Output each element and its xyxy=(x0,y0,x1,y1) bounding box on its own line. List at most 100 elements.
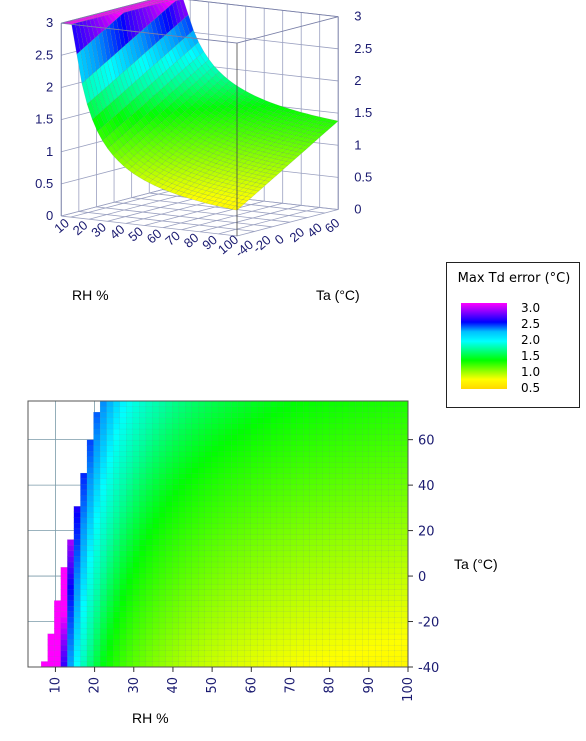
heatmap-cell xyxy=(126,539,134,546)
heatmap-cell xyxy=(158,611,166,618)
z-tick-label-right: 2.5 xyxy=(354,41,372,56)
heatmap-cell xyxy=(60,611,68,618)
box-edge xyxy=(236,16,339,44)
heatmap-cell xyxy=(217,522,225,529)
heatmap-cell xyxy=(86,439,94,446)
heatmap-cell xyxy=(80,655,88,662)
heatmap-cell xyxy=(270,434,278,441)
heatmap-cell xyxy=(93,611,101,618)
heatmap-cell xyxy=(73,655,81,662)
heatmap-cell xyxy=(303,650,311,657)
heatmap-cell xyxy=(211,556,219,563)
heatmap-cell xyxy=(244,445,252,452)
heatmap-cell xyxy=(296,611,304,618)
heatmap-cell xyxy=(276,484,284,491)
heatmap-cell xyxy=(198,633,206,640)
heatmap-cell xyxy=(316,550,324,557)
heatmap-cell xyxy=(309,489,317,496)
heatmap-cell xyxy=(231,417,239,424)
x-tick-label: 20 xyxy=(88,677,103,694)
heatmap-cell xyxy=(119,583,127,590)
heatmap-cell xyxy=(375,611,383,618)
heatmap-cell xyxy=(270,539,278,546)
heatmap-cell xyxy=(132,423,140,430)
heatmap-cell xyxy=(244,655,252,662)
heatmap-cell xyxy=(99,639,108,646)
heatmap-cell xyxy=(191,489,199,496)
heatmap-cell xyxy=(322,406,330,413)
heatmap-cell xyxy=(132,489,140,496)
heatmap-cell xyxy=(139,661,147,668)
heatmap-cell xyxy=(139,495,147,502)
heatmap-cell xyxy=(270,550,278,557)
heatmap-cell xyxy=(178,484,186,491)
heatmap-cell xyxy=(60,605,68,612)
heatmap-cell xyxy=(401,661,409,668)
heatmap-cell xyxy=(342,544,350,552)
heatmap-cell xyxy=(329,428,337,435)
heatmap-cell xyxy=(381,544,389,552)
heatmap-cell xyxy=(322,428,330,435)
heatmap-cell xyxy=(257,456,265,463)
heatmap-cell xyxy=(113,567,121,574)
heatmap-cell xyxy=(322,533,330,540)
heatmap-cell xyxy=(152,594,160,601)
heatmap-cell xyxy=(270,544,278,552)
heatmap-cell xyxy=(276,622,284,629)
heatmap-cell xyxy=(139,622,147,629)
heatmap-cell xyxy=(73,561,81,568)
heatmap-cell xyxy=(211,461,219,468)
heatmap-cell xyxy=(316,655,324,662)
heatmap-cell xyxy=(335,423,343,430)
heatmap-cell xyxy=(348,655,356,662)
heatmap-cell xyxy=(250,605,258,612)
heatmap-cell xyxy=(217,655,225,662)
heatmap-cell xyxy=(309,517,317,524)
heatmap-cell xyxy=(296,622,304,629)
heatmap-cell xyxy=(237,456,245,463)
heatmap-cell xyxy=(152,423,160,430)
x-tick-label: 30 xyxy=(127,677,142,694)
heatmap-cell xyxy=(198,456,206,463)
heatmap-cell xyxy=(185,628,193,635)
heatmap-cell xyxy=(237,489,245,496)
heatmap-cell xyxy=(99,517,108,524)
heatmap-cell xyxy=(362,489,370,496)
heatmap-cell xyxy=(283,633,291,640)
heatmap-cell xyxy=(276,489,284,496)
heatmap-cell xyxy=(113,445,121,452)
heatmap-cell xyxy=(316,578,324,585)
heatmap-cell xyxy=(67,583,75,590)
heatmap-cell xyxy=(132,633,140,640)
heatmap-cell xyxy=(244,578,252,585)
heatmap-cell xyxy=(99,445,108,452)
heatmap-cell xyxy=(355,572,363,579)
x-axis-label: RH % xyxy=(132,710,169,726)
heatmap-cell xyxy=(47,661,55,668)
heatmap-cell xyxy=(86,467,94,474)
heatmap-cell xyxy=(335,594,343,601)
heatmap-cell xyxy=(204,550,212,557)
heatmap-cell xyxy=(244,594,252,601)
heatmap-cell xyxy=(388,633,396,640)
heatmap-cell xyxy=(368,556,376,563)
heatmap-cell xyxy=(362,533,370,540)
heatmap-cell xyxy=(172,617,180,624)
heatmap-cell xyxy=(309,484,317,491)
heatmap-cell xyxy=(224,484,232,491)
heatmap-cell xyxy=(335,439,343,446)
heatmap-cell xyxy=(126,423,134,430)
heatmap-cell xyxy=(388,628,396,635)
heatmap-cell xyxy=(119,633,127,640)
heatmap-cell xyxy=(217,639,225,646)
heatmap-cell xyxy=(322,500,330,507)
heatmap-cell xyxy=(316,406,324,413)
heatmap-cell xyxy=(204,495,212,502)
heatmap-cell xyxy=(322,456,330,463)
heatmap-cell xyxy=(73,639,81,646)
heatmap-cell xyxy=(145,528,153,535)
heatmap-cell xyxy=(172,450,180,457)
heatmap-cell xyxy=(309,633,317,640)
legend-colorbar xyxy=(461,303,507,389)
z-tick-label-right: 2 xyxy=(354,73,361,88)
